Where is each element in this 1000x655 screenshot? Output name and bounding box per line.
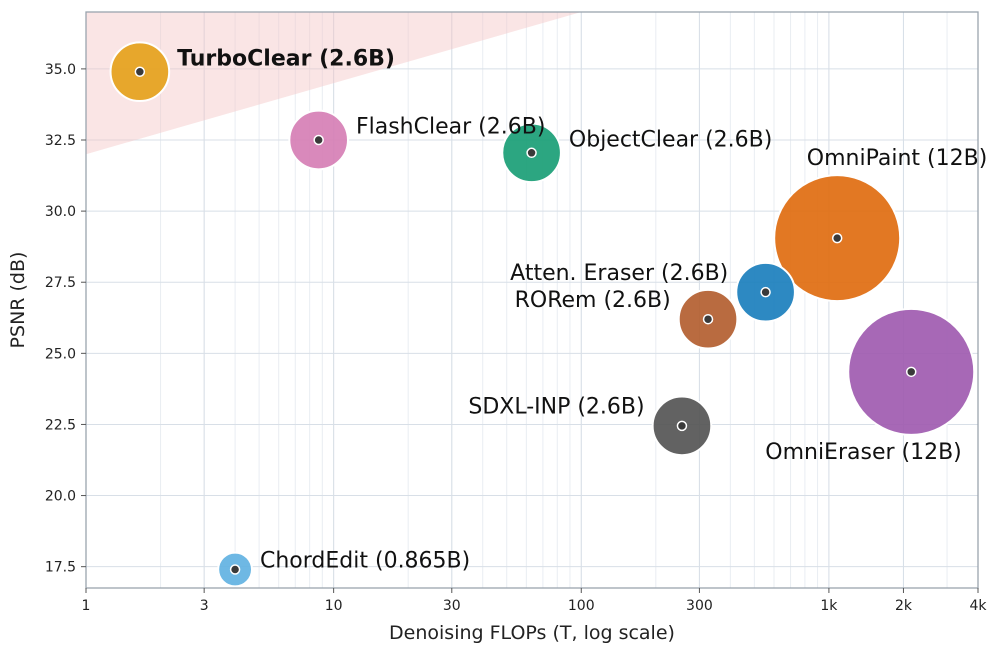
- point-label: RORem (2.6B): [515, 288, 671, 313]
- point-label: ChordEdit (0.865B): [260, 549, 470, 574]
- highlight-region: [86, 12, 582, 155]
- x-tick-label: 10: [325, 598, 343, 614]
- y-tick-label: 22.5: [45, 417, 76, 433]
- x-axis-title: Denoising FLOPs (T, log scale): [389, 622, 675, 644]
- y-tick-label: 17.5: [45, 560, 76, 576]
- data-point-center: [313, 134, 324, 146]
- point-labels: TurboClear (2.6B) FlashClear (2.6B) Object…: [177, 46, 987, 573]
- y-tick-label: 35.0: [45, 62, 76, 78]
- gridlines: [85, 12, 979, 588]
- y-axis-ticks: 17.5 20.0 22.5 25.0 27.5 30.0 32.5 35.0: [45, 62, 86, 576]
- x-tick-label: 30: [443, 598, 461, 614]
- point-label: FlashClear (2.6B): [356, 115, 545, 140]
- plot-border: [85, 11, 979, 589]
- data-point-center: [831, 232, 843, 244]
- pareto-region: [86, 12, 582, 155]
- x-tick-label: 1: [82, 598, 91, 614]
- point-label: TurboClear (2.6B): [177, 46, 395, 71]
- plot-frame: [85, 11, 979, 589]
- y-tick-label: 32.5: [45, 133, 76, 149]
- data-point-center: [702, 313, 714, 325]
- data-point-center: [905, 366, 917, 378]
- point-label: OmniEraser (12B): [765, 440, 962, 465]
- point-label: OmniPaint (12B): [807, 146, 988, 171]
- data-point-center: [676, 420, 688, 432]
- data-point-center: [134, 66, 146, 77]
- point-label: SDXL-INP (2.6B): [468, 395, 644, 420]
- x-tick-label: 1k: [820, 598, 838, 614]
- x-tick-label: 100: [568, 598, 595, 614]
- x-tick-label: 3: [200, 598, 209, 614]
- data-point-center: [526, 147, 537, 159]
- y-tick-label: 27.5: [45, 275, 76, 291]
- point-label: Atten. Eraser (2.6B): [510, 261, 728, 286]
- point-label: ObjectClear (2.6B): [569, 128, 772, 153]
- x-tick-label: 2k: [895, 598, 913, 614]
- x-tick-label: 300: [686, 598, 713, 614]
- data-points: [109, 41, 976, 588]
- y-axis-title: PSNR (dB): [7, 252, 29, 349]
- y-tick-label: 30.0: [45, 204, 76, 220]
- data-point-center: [760, 286, 771, 298]
- x-axis-ticks: 1 3 10 30 100 300 1k 2k 4k: [82, 588, 987, 614]
- x-tick-label: 4k: [969, 598, 987, 614]
- y-tick-label: 20.0: [45, 489, 76, 505]
- data-point-center: [229, 564, 241, 575]
- y-tick-label: 25.0: [45, 346, 76, 362]
